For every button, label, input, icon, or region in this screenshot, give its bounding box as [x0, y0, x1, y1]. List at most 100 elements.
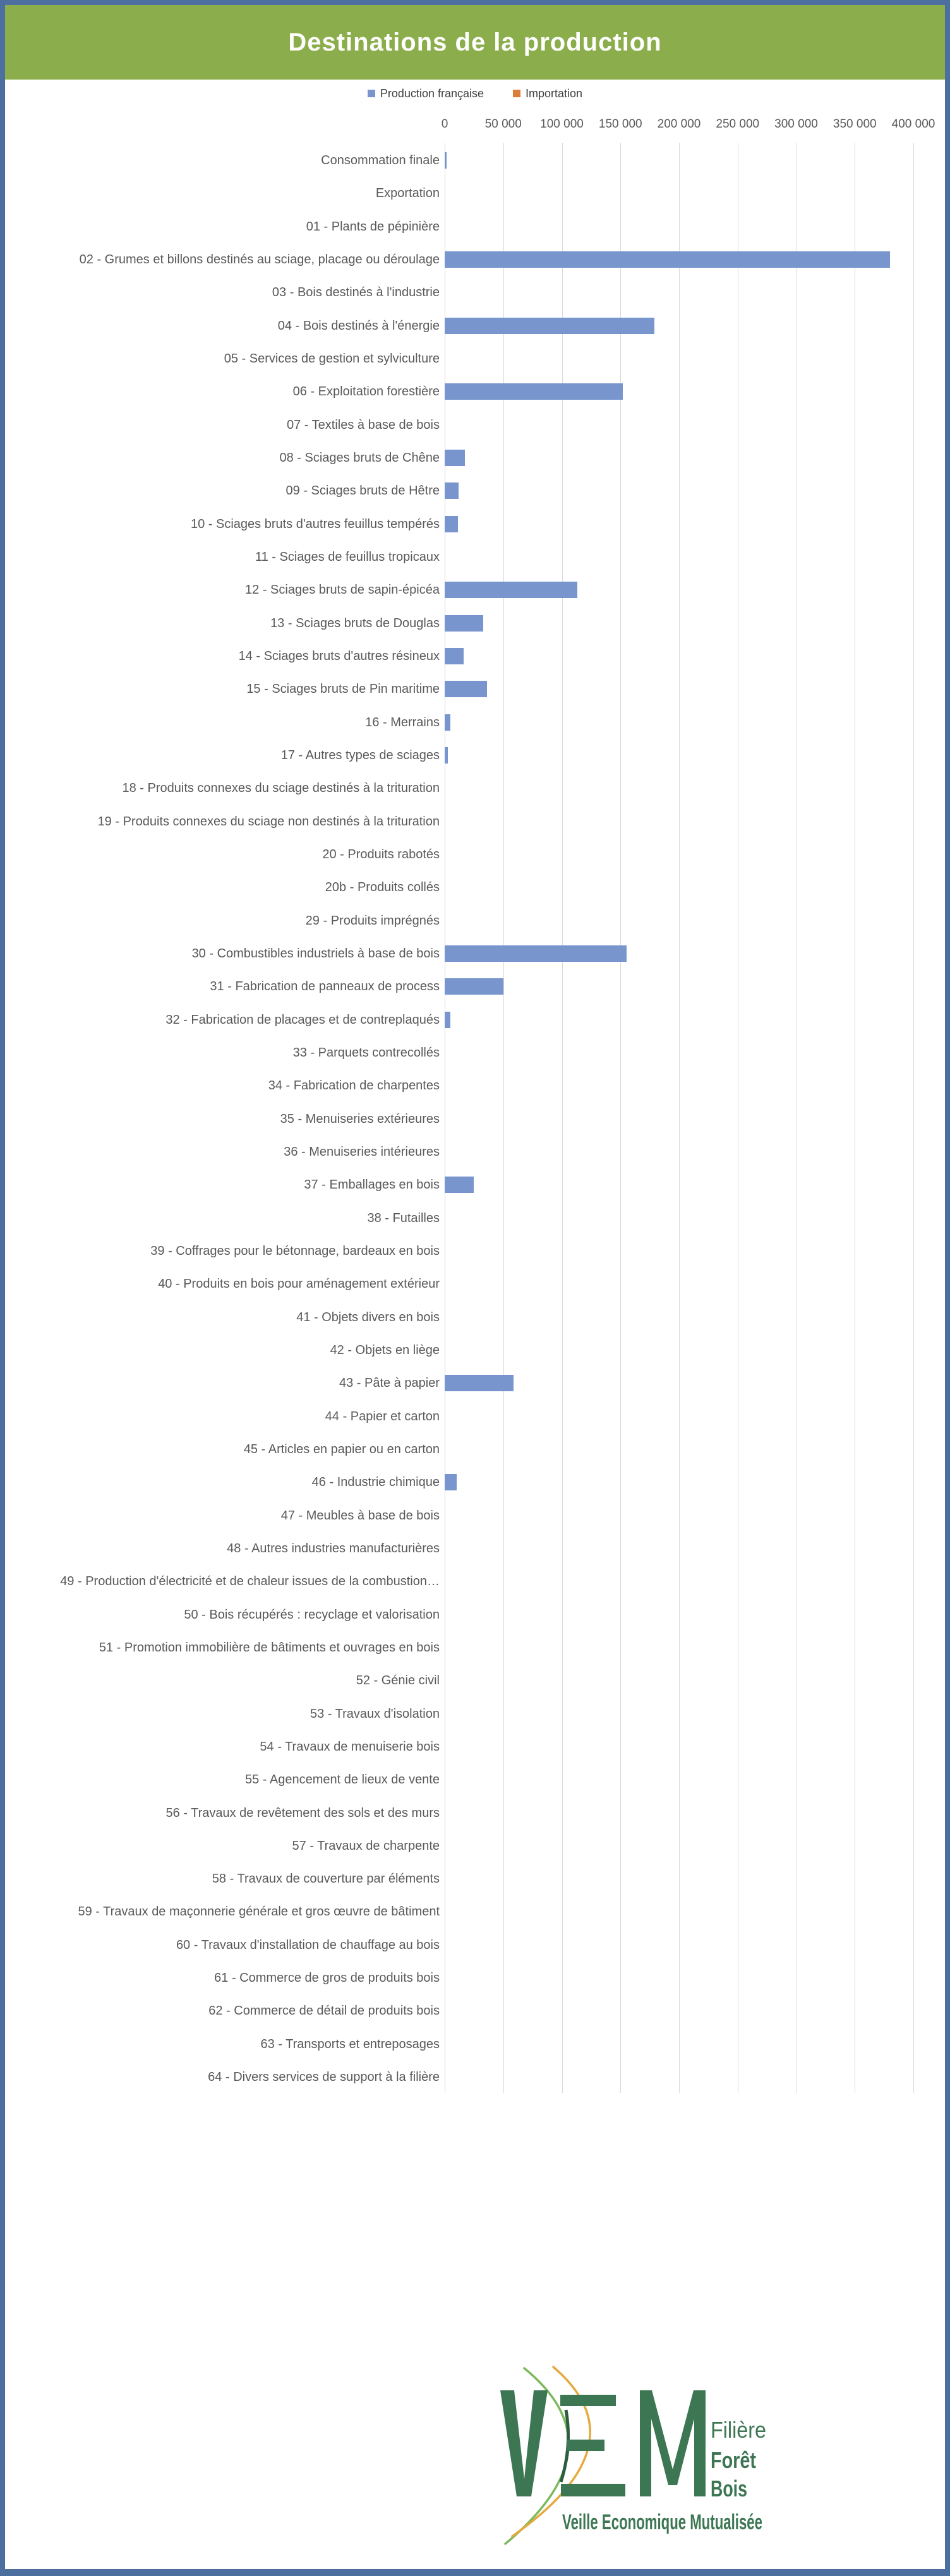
category-label: 35 - Menuiseries extérieures	[280, 1111, 440, 1126]
bar-production-francaise	[445, 317, 655, 334]
category-label: 06 - Exploitation forestière	[292, 385, 440, 399]
logo-e-top-bar-icon	[560, 2395, 616, 2406]
category-label: 29 - Produits imprégnés	[305, 913, 440, 928]
x-axis-tick-label: 400 000	[891, 117, 935, 131]
x-axis-tick-label: 250 000	[716, 117, 760, 131]
bar-production-francaise	[445, 746, 448, 764]
category-label: 48 - Autres industries manufacturières	[227, 1541, 440, 1555]
category-label: 20b - Produits collés	[325, 880, 440, 895]
bar-production-francaise	[445, 449, 465, 466]
category-label: 62 - Commerce de détail de produits bois	[208, 2004, 440, 2018]
x-axis-tick-label: 0	[441, 117, 448, 131]
category-label: 56 - Travaux de revêtement des sols et d…	[165, 1806, 440, 1820]
logo-e-mid-bar-icon	[567, 2440, 604, 2451]
category-label: 02 - Grumes et billons destinés au sciag…	[79, 252, 440, 267]
bar-production-francaise	[445, 1474, 457, 1491]
legend-label: Production française	[380, 87, 484, 100]
category-label: 01 - Plants de pépinière	[306, 219, 440, 234]
logo-text-filiere: Filière	[711, 2417, 766, 2443]
logo-letter-m-icon	[640, 2390, 706, 2496]
category-label: 30 - Combustibles industriels à base de …	[191, 946, 440, 961]
legend-label: Importation	[526, 87, 583, 100]
category-label: 33 - Parquets contrecollés	[292, 1045, 440, 1060]
category-label: 64 - Divers services de support à la fil…	[208, 2070, 440, 2085]
bar-production-francaise	[445, 152, 447, 169]
bar-production-francaise	[445, 945, 627, 962]
category-label: 12 - Sciages bruts de sapin-épicéa	[245, 583, 440, 597]
category-label: 57 - Travaux de charpente	[292, 1838, 440, 1853]
chart-canvas: Destinations de la production Production…	[5, 5, 945, 2569]
bar-production-francaise	[445, 582, 577, 599]
bar-production-francaise	[445, 614, 484, 632]
chart-header-band: Destinations de la production	[5, 5, 945, 80]
category-label: 36 - Menuiseries intérieures	[284, 1144, 440, 1159]
gridline	[913, 143, 914, 2093]
x-axis-tick-label: 200 000	[657, 117, 701, 131]
category-label: 46 - Industrie chimique	[311, 1475, 440, 1490]
category-label: 37 - Emballages en bois	[304, 1178, 440, 1192]
category-label: 51 - Promotion immobilière de bâtiments …	[99, 1640, 440, 1655]
category-label: 03 - Bois destinés à l'industrie	[272, 285, 440, 300]
category-label: 58 - Travaux de couverture par éléments	[212, 1872, 440, 1886]
category-label: 47 - Meubles à base de bois	[280, 1508, 440, 1523]
category-label: 09 - Sciages bruts de Hêtre	[286, 484, 440, 498]
legend-item-importation: Importation	[513, 87, 582, 100]
gridline	[620, 143, 622, 2093]
logo-text-bois: Bois	[711, 2476, 747, 2501]
legend-swatch-orange-icon	[513, 90, 521, 97]
category-label: 43 - Pâte à papier	[339, 1376, 440, 1391]
bar-production-francaise	[445, 1177, 474, 1194]
category-label: 54 - Travaux de menuiserie bois	[260, 1739, 440, 1754]
x-axis-tick-label: 150 000	[598, 117, 642, 131]
category-label: 41 - Objets divers en bois	[296, 1310, 440, 1324]
bar-production-francaise	[445, 1011, 451, 1028]
category-label: 53 - Travaux d'isolation	[310, 1706, 440, 1721]
category-label: 19 - Produits connexes du sciage non des…	[97, 814, 440, 829]
category-label: 04 - Bois destinés à l'énergie	[277, 318, 440, 333]
category-label: 18 - Produits connexes du sciage destiné…	[122, 781, 440, 796]
category-label: 52 - Génie civil	[356, 1674, 440, 1688]
category-label: 49 - Production d'électricité et de chal…	[60, 1574, 440, 1589]
bar-production-francaise	[445, 251, 890, 268]
category-label: 31 - Fabrication de panneaux de process	[210, 979, 440, 994]
category-label: 13 - Sciages bruts de Douglas	[270, 616, 440, 630]
logo-tagline: Veille Economique Mutualisée	[562, 2510, 762, 2534]
category-label: 05 - Services de gestion et sylviculture	[224, 351, 440, 366]
chart-legend: Production française Importation	[5, 86, 945, 101]
x-axis-tick-label: 300 000	[774, 117, 818, 131]
bar-production-francaise	[445, 1375, 514, 1392]
category-label: 34 - Fabrication de charpentes	[268, 1079, 440, 1093]
category-label: 14 - Sciages bruts d'autres résineux	[238, 649, 440, 663]
gridline	[562, 143, 563, 2093]
bar-production-francaise	[445, 515, 459, 532]
chart-title: Destinations de la production	[288, 28, 662, 56]
x-axis-tick-label: 350 000	[833, 117, 877, 131]
category-label: 11 - Sciages de feuillus tropicaux	[255, 549, 440, 564]
bar-production-francaise	[445, 482, 459, 500]
legend-item-production-francaise: Production française	[367, 87, 484, 100]
vem-logo: Filière Forêt Bois Veille Economique Mut…	[500, 2366, 766, 2545]
category-label: 61 - Commerce de gros de produits bois	[214, 1971, 440, 1986]
category-label: 60 - Travaux d'installation de chauffage…	[176, 1938, 440, 1952]
bar-production-francaise	[445, 383, 623, 400]
category-label: 40 - Produits en bois pour aménagement e…	[158, 1277, 440, 1291]
category-label: Exportation	[375, 186, 440, 201]
category-label: 08 - Sciages bruts de Chêne	[279, 450, 440, 465]
category-label: 44 - Papier et carton	[325, 1409, 440, 1423]
category-label: 59 - Travaux de maçonnerie générale et g…	[78, 1905, 440, 1919]
gridline	[503, 143, 504, 2093]
category-label: 63 - Transports et entreposages	[260, 2037, 440, 2051]
category-label: 39 - Coffrages pour le bétonnage, bardea…	[150, 1243, 440, 1258]
bar-production-francaise	[445, 978, 503, 995]
category-label: 32 - Fabrication de placages et de contr…	[165, 1012, 440, 1027]
category-label: 45 - Articles en papier ou en carton	[243, 1442, 440, 1456]
category-label: Consommation finale	[321, 153, 440, 167]
category-label: 55 - Agencement de lieux de vente	[245, 1773, 440, 1787]
category-label: 10 - Sciages bruts d'autres feuillus tem…	[190, 517, 440, 531]
category-label: 42 - Objets en liège	[330, 1343, 440, 1357]
category-label: 16 - Merrains	[365, 715, 440, 729]
x-axis-tick-label: 50 000	[484, 117, 522, 131]
x-axis-tick-label: 100 000	[540, 117, 584, 131]
category-label: 17 - Autres types de sciages	[280, 748, 440, 762]
